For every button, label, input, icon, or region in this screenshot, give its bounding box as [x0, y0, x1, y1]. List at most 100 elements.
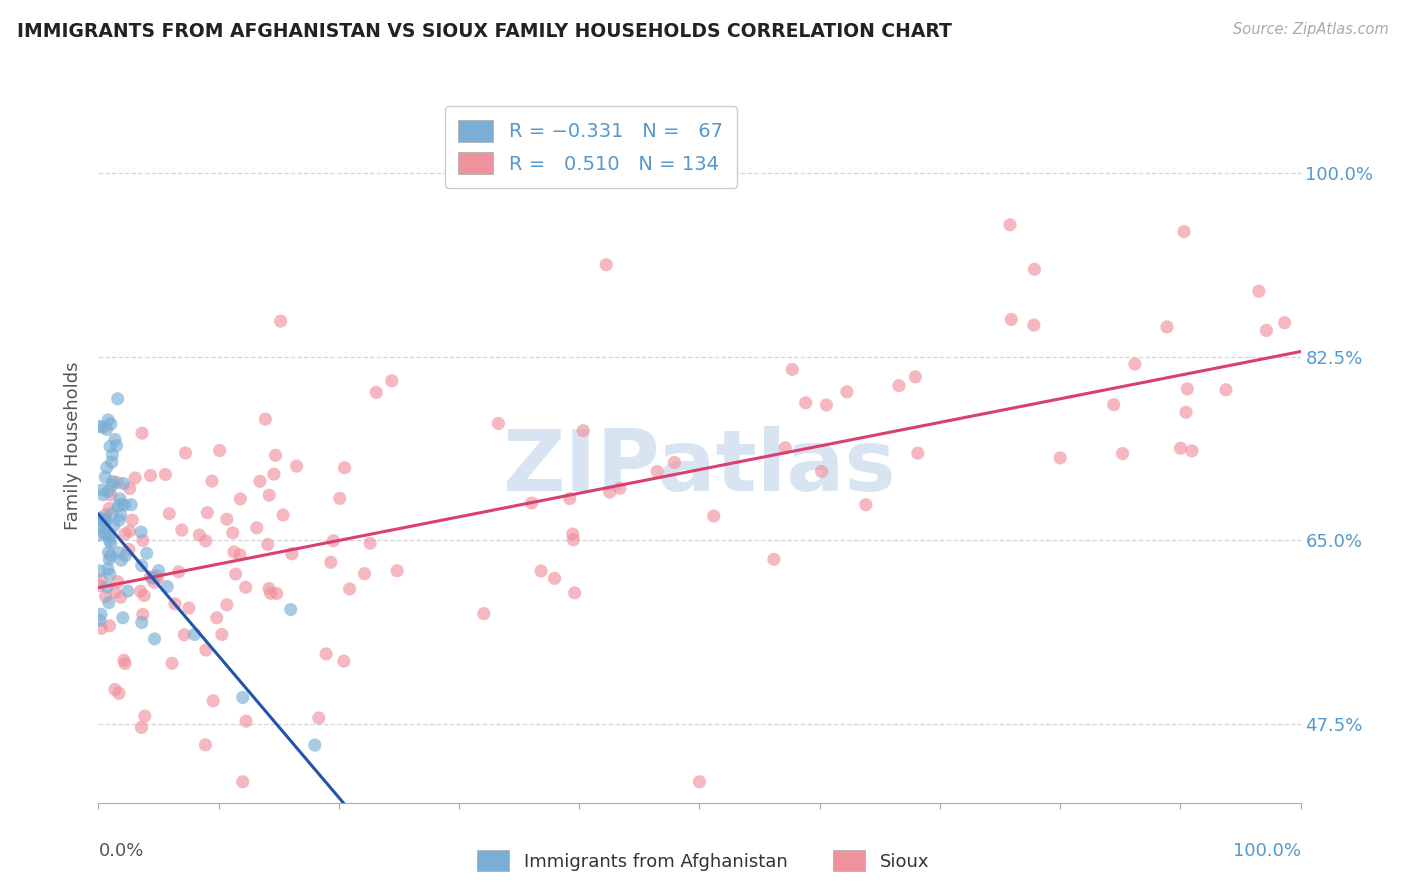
Point — [225, 567, 247, 582]
Point — [304, 738, 326, 752]
Point — [112, 653, 135, 667]
Point — [264, 448, 287, 462]
Point — [114, 527, 136, 541]
Point — [257, 582, 280, 596]
Point — [177, 601, 200, 615]
Point — [703, 509, 725, 524]
Point — [104, 682, 127, 697]
Point — [530, 564, 553, 578]
Point — [201, 474, 224, 488]
Point — [157, 507, 180, 521]
Point — [131, 615, 153, 630]
Point — [174, 446, 197, 460]
Point — [385, 564, 408, 578]
Legend: Immigrants from Afghanistan, Sioux: Immigrants from Afghanistan, Sioux — [470, 843, 936, 879]
Point — [855, 498, 877, 512]
Point — [183, 627, 205, 641]
Point — [96, 460, 118, 475]
Point — [108, 491, 131, 506]
Point — [609, 481, 631, 495]
Point — [222, 525, 245, 540]
Point — [98, 567, 121, 582]
Point — [558, 491, 581, 506]
Point — [257, 488, 280, 502]
Point — [835, 384, 858, 399]
Point — [194, 643, 217, 657]
Point — [381, 374, 404, 388]
Point — [114, 657, 136, 671]
Point — [100, 536, 122, 550]
Point — [114, 498, 136, 512]
Point — [103, 518, 125, 533]
Point — [93, 512, 115, 526]
Point — [118, 524, 141, 538]
Point — [91, 517, 114, 532]
Point — [333, 654, 356, 668]
Point — [93, 514, 115, 528]
Point — [100, 488, 122, 502]
Point — [664, 455, 686, 469]
Point — [104, 433, 127, 447]
Point — [222, 545, 245, 559]
Point — [117, 584, 139, 599]
Point — [1247, 284, 1270, 298]
Point — [266, 586, 288, 600]
Point — [595, 258, 617, 272]
Point — [108, 513, 131, 527]
Point — [215, 598, 238, 612]
Y-axis label: Family Households: Family Households — [65, 362, 83, 530]
Point — [100, 507, 122, 521]
Point — [97, 413, 120, 427]
Point — [1111, 447, 1133, 461]
Point — [188, 528, 211, 542]
Point — [97, 596, 120, 610]
Point — [132, 533, 155, 548]
Point — [163, 597, 186, 611]
Point — [281, 547, 304, 561]
Point — [780, 362, 803, 376]
Point — [486, 417, 509, 431]
Point — [195, 506, 218, 520]
Point — [762, 552, 785, 566]
Point — [561, 527, 583, 541]
Point — [366, 385, 388, 400]
Point — [249, 475, 271, 489]
Text: Source: ZipAtlas.com: Source: ZipAtlas.com — [1233, 22, 1389, 37]
Point — [329, 491, 352, 506]
Point — [89, 579, 111, 593]
Point — [308, 711, 330, 725]
Point — [256, 537, 278, 551]
Point — [562, 533, 585, 547]
Point — [143, 632, 166, 646]
Point — [97, 484, 120, 499]
Point — [94, 508, 117, 522]
Point — [135, 546, 157, 560]
Point — [107, 499, 129, 513]
Point — [97, 545, 120, 559]
Point — [270, 314, 292, 328]
Point — [160, 657, 183, 671]
Point — [91, 420, 114, 434]
Point — [105, 475, 128, 490]
Point — [100, 549, 122, 563]
Legend: R = −0.331   N =   67, R =   0.510   N = 134: R = −0.331 N = 67, R = 0.510 N = 134 — [444, 106, 737, 188]
Point — [98, 619, 121, 633]
Point — [87, 528, 110, 542]
Point — [520, 496, 543, 510]
Point — [114, 549, 136, 563]
Point — [91, 483, 114, 497]
Point — [111, 611, 134, 625]
Point — [688, 774, 710, 789]
Point — [1175, 405, 1198, 419]
Point — [124, 471, 146, 485]
Point — [229, 548, 252, 562]
Point — [101, 478, 124, 492]
Point — [110, 497, 132, 511]
Point — [904, 369, 927, 384]
Point — [98, 530, 121, 544]
Point — [148, 564, 170, 578]
Point — [359, 536, 381, 550]
Point — [90, 621, 112, 635]
Point — [1024, 262, 1046, 277]
Point — [101, 475, 124, 489]
